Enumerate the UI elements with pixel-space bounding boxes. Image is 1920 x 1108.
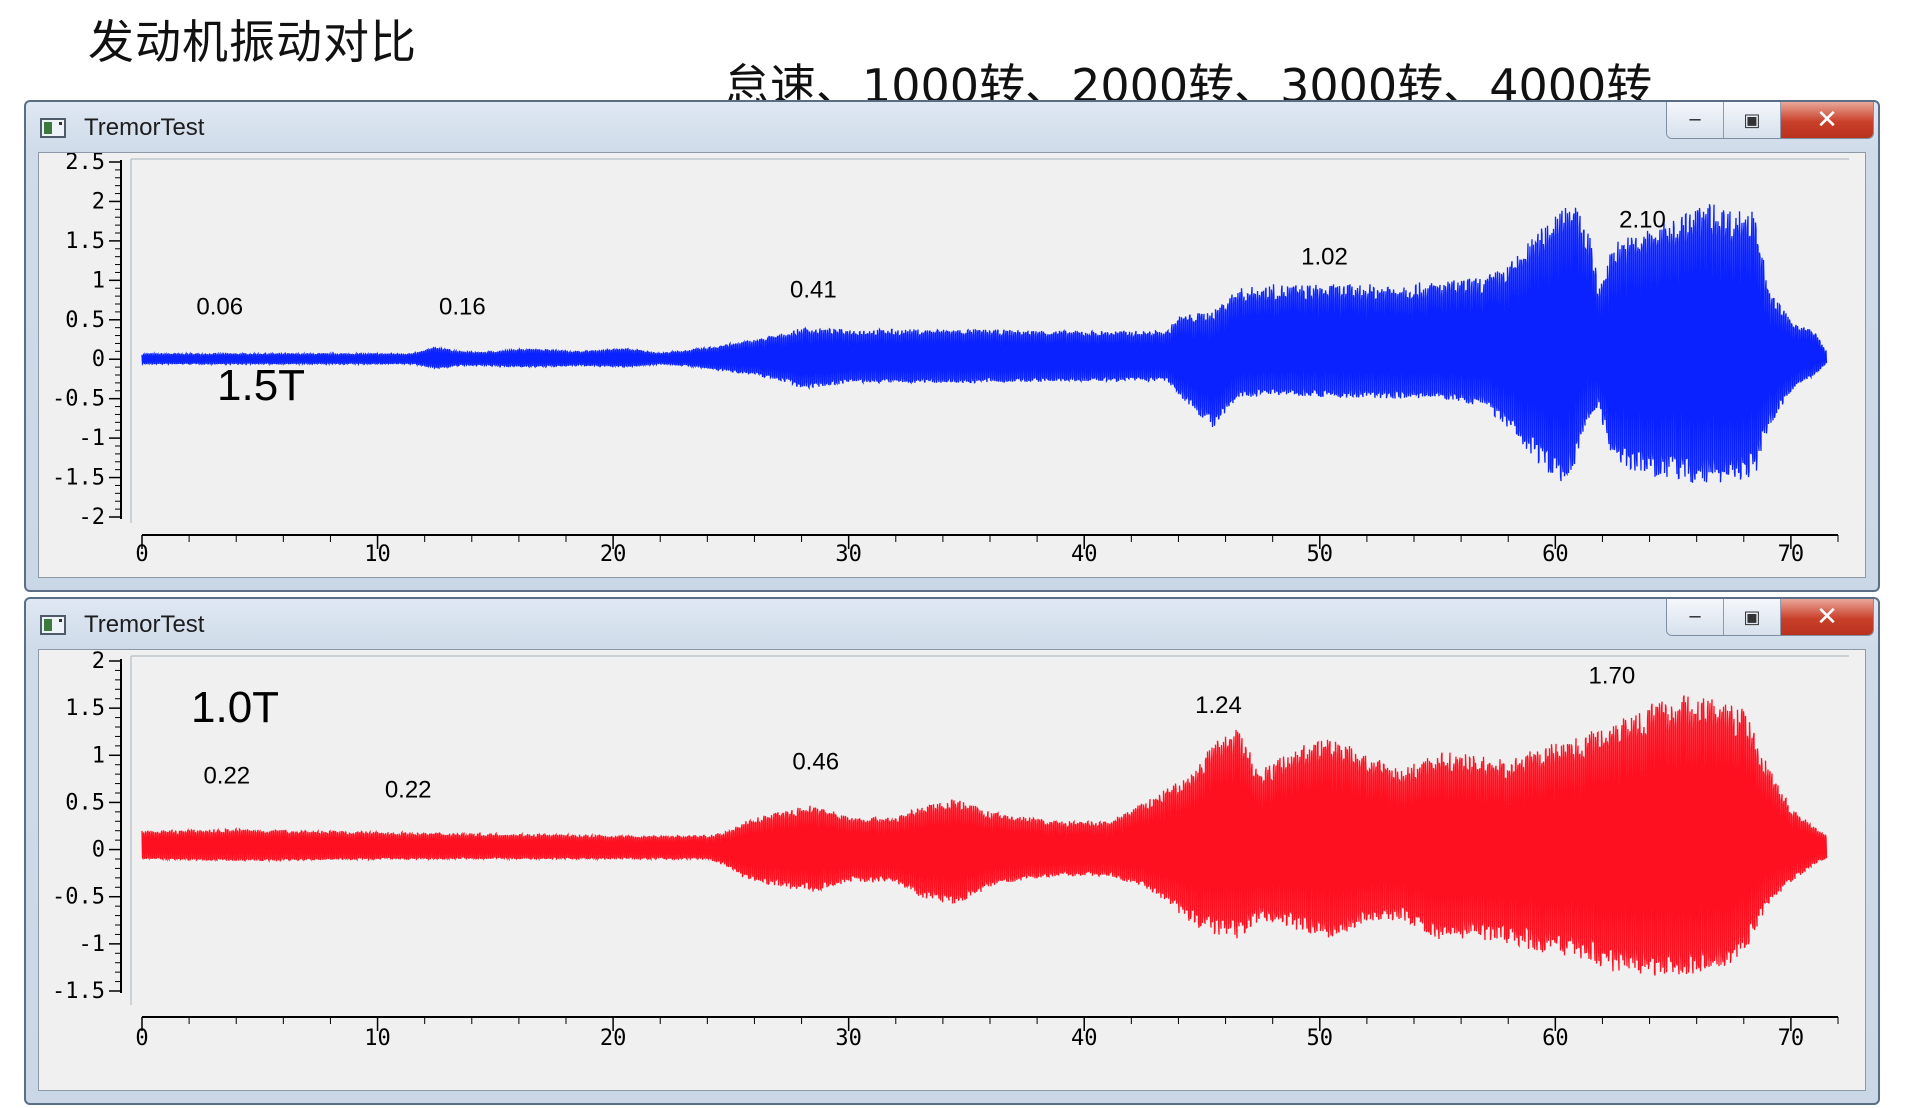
plot-area: 2.5 2 1.5 1 0.5 0 -0.5 -1 -1.5 -2 0 10 20 30 40 50 60 70 0… xyxy=(38,152,1866,578)
y-tick-label: -1 xyxy=(79,426,106,451)
y-tick-label: 1.5 xyxy=(65,696,105,721)
y-tick-label: -1.5 xyxy=(52,466,105,491)
window-1-5t: TremorTest ─ ▣ ✕ 2.5 2 1.5 1 0.5 0 -0.5 -1 -1.5 -… xyxy=(24,100,1880,592)
restore-icon[interactable]: ▣ xyxy=(1724,102,1781,138)
peak-annotation: 1.24 xyxy=(1195,692,1242,719)
close-icon[interactable]: ✕ xyxy=(1781,599,1873,635)
window-titlebar[interactable]: TremorTest ─ ▣ ✕ xyxy=(26,599,1878,649)
x-tick-label: 20 xyxy=(600,542,627,567)
peak-annotation: 2.10 xyxy=(1619,206,1666,233)
app-icon[interactable] xyxy=(40,118,66,138)
y-tick-label: -2 xyxy=(79,505,106,530)
window-controls: ─ ▣ ✕ xyxy=(1666,599,1874,636)
x-tick-label: 30 xyxy=(835,1026,862,1051)
peak-annotation: 1.70 xyxy=(1589,663,1636,690)
peak-annotation: 0.06 xyxy=(196,293,243,320)
minimize-icon[interactable]: ─ xyxy=(1667,102,1724,138)
x-tick-label: 30 xyxy=(835,542,862,567)
minimize-icon[interactable]: ─ xyxy=(1667,599,1724,635)
peak-annotation: 0.41 xyxy=(790,277,837,304)
y-tick-label: 2 xyxy=(92,189,105,214)
x-tick-label: 70 xyxy=(1778,542,1805,567)
y-tick-label: 2 xyxy=(92,650,105,674)
window-controls: ─ ▣ ✕ xyxy=(1666,102,1874,139)
x-tick-label: 70 xyxy=(1778,1026,1805,1051)
y-tick-label: -0.5 xyxy=(52,387,105,412)
y-tick-label: 0 xyxy=(92,347,105,372)
x-tick-label: 40 xyxy=(1071,542,1098,567)
vibration-waveform xyxy=(141,695,1828,976)
close-icon[interactable]: ✕ xyxy=(1781,102,1873,138)
x-tick-label: 20 xyxy=(600,1026,627,1051)
y-tick-label: 1.5 xyxy=(65,229,105,254)
x-tick-label: 0 xyxy=(135,1026,148,1051)
vibration-waveform xyxy=(141,204,1828,483)
y-tick-label: -1 xyxy=(79,932,106,957)
restore-icon[interactable]: ▣ xyxy=(1724,599,1781,635)
y-tick-label: 0.5 xyxy=(65,308,105,333)
peak-annotation: 0.22 xyxy=(203,763,250,790)
window-title: TremorTest xyxy=(84,611,205,638)
x-tick-label: 60 xyxy=(1542,542,1569,567)
x-tick-label: 50 xyxy=(1307,1026,1334,1051)
y-tick-label: 2.5 xyxy=(65,153,105,175)
vibration-chart-1-0t: 2 1.5 1 0.5 0 -0.5 -1 -1.5 0 10 20 30 40 50 60 70 0.22 0.… xyxy=(52,650,1849,1051)
peak-annotation: 0.22 xyxy=(385,777,432,804)
peak-annotation: 0.16 xyxy=(439,293,486,320)
y-tick-label: -0.5 xyxy=(52,885,105,910)
window-title: TremorTest xyxy=(84,114,205,141)
y-tick-label: 1 xyxy=(92,743,105,768)
x-tick-label: 0 xyxy=(135,542,148,567)
x-tick-label: 50 xyxy=(1307,542,1334,567)
series-label: 1.5T xyxy=(217,361,305,410)
x-tick-label: 10 xyxy=(364,542,391,567)
slide-title: 发动机振动对比 xyxy=(88,15,417,69)
peak-annotation: 1.02 xyxy=(1301,244,1348,271)
y-tick-label: -1.5 xyxy=(52,979,105,1004)
series-label: 1.0T xyxy=(191,683,279,732)
y-tick-label: 1 xyxy=(92,268,105,293)
x-tick-label: 40 xyxy=(1071,1026,1098,1051)
y-tick-label: 0.5 xyxy=(65,790,105,815)
peak-annotation: 0.46 xyxy=(792,748,839,775)
vibration-chart-1-5t: 2.5 2 1.5 1 0.5 0 -0.5 -1 -1.5 -2 0 10 20 30 40 50 60 70 0… xyxy=(52,153,1849,567)
app-icon[interactable] xyxy=(40,615,66,635)
x-tick-label: 60 xyxy=(1542,1026,1569,1051)
y-tick-label: 0 xyxy=(92,838,105,863)
x-tick-label: 10 xyxy=(364,1026,391,1051)
window-titlebar[interactable]: TremorTest ─ ▣ ✕ xyxy=(26,102,1878,152)
window-1-0t: TremorTest ─ ▣ ✕ 2 1.5 1 0.5 0 -0.5 -1 -1.5 0 10 2… xyxy=(24,597,1880,1105)
plot-area: 2 1.5 1 0.5 0 -0.5 -1 -1.5 0 10 20 30 40 50 60 70 0.22 0.… xyxy=(38,649,1866,1091)
